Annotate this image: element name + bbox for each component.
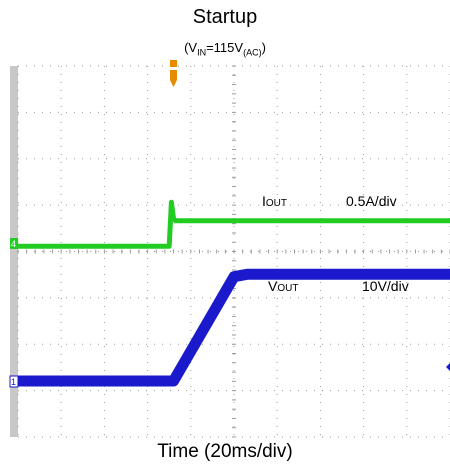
subtitle-suffix: ) <box>261 40 266 55</box>
ch1-ground-marker <box>9 375 19 388</box>
traces <box>18 199 450 387</box>
x-axis-label: Time (20ms/div) <box>157 441 293 462</box>
trigger-marker <box>170 70 177 87</box>
iout-scale: 0.5A/div <box>346 193 397 209</box>
iout-label-sub: OUT <box>266 198 287 209</box>
ch4-ground-marker <box>10 238 18 249</box>
vout-label: VOUT <box>268 278 298 294</box>
trigger-marker-top <box>170 60 177 67</box>
iout-label-main: I <box>262 193 266 209</box>
trace-1 <box>18 268 450 387</box>
trace-0 <box>18 199 450 249</box>
graticule <box>17 65 450 438</box>
chart-subtitle: (VIN=115V(AC)) <box>0 40 450 58</box>
ch1-marker-label: 1 <box>11 377 16 387</box>
subtitle-sub-in: IN <box>197 47 207 58</box>
trace-labels: IOUT 0.5A/div VOUT 10V/div <box>262 193 409 294</box>
ch4-marker-label: 4 <box>11 239 16 249</box>
subtitle-prefix: (V <box>184 40 198 55</box>
oscilloscope-chart: 41 IOUT 0.5A/div VOUT 10V/div <box>9 60 450 438</box>
vout-label-main: V <box>268 278 278 294</box>
vout-scale: 10V/div <box>362 278 409 294</box>
left-screen-edge <box>10 66 18 437</box>
right-edge-arrow <box>446 363 450 371</box>
chart-title: Startup <box>192 6 258 28</box>
subtitle-middle: =115V <box>206 40 244 55</box>
subtitle-sub-ac: (AC) <box>243 47 262 58</box>
vout-label-sub: OUT <box>277 283 298 294</box>
markers: 41 <box>9 60 450 388</box>
iout-label: IOUT <box>262 193 287 209</box>
